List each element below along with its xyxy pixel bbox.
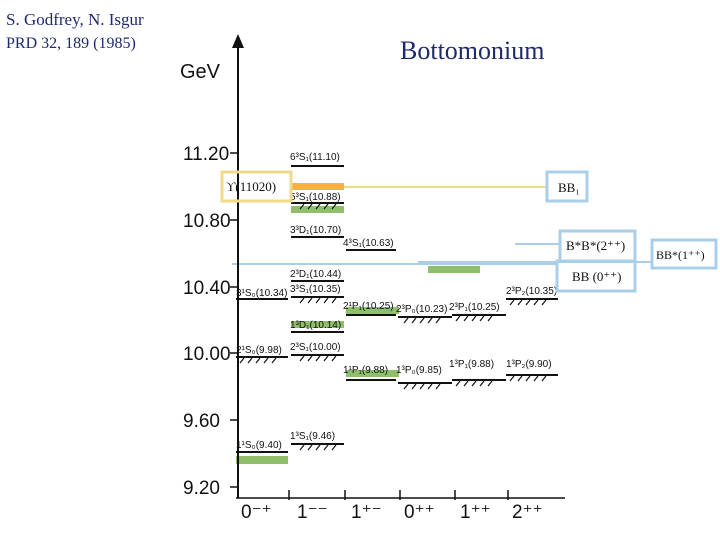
tick-label: 9.20 bbox=[183, 478, 220, 499]
tick-label: 9.60 bbox=[183, 411, 220, 432]
s1p-bar bbox=[236, 456, 288, 464]
state-label: 2¹S₀(9.98) bbox=[236, 345, 282, 356]
column-label-2pp: 2⁺⁺ bbox=[512, 502, 543, 523]
p1-1-bar bbox=[346, 370, 399, 377]
upsilon-box bbox=[220, 170, 293, 203]
state-label: 6³S₁(11.10) bbox=[290, 152, 340, 163]
upsilon-11020-bar bbox=[291, 183, 344, 190]
column-label-0pp: 0⁺⁺ bbox=[404, 502, 435, 523]
state-label: 2³P₀(10.23) bbox=[396, 304, 447, 315]
column-label-1pm: 1⁺⁻ bbox=[351, 502, 382, 523]
state-label: 5³S₁(10.88) bbox=[290, 192, 341, 203]
state-label: 2³P₁(10.25) bbox=[449, 302, 500, 313]
d1-bar bbox=[291, 321, 344, 328]
s5-bar bbox=[291, 206, 344, 213]
state-label: 1¹P₁(9.88) bbox=[343, 365, 388, 376]
bb1-box bbox=[545, 170, 589, 203]
state-label: 2³S₁(10.00) bbox=[290, 342, 341, 353]
state-label: 3¹S₀(10.34) bbox=[236, 288, 287, 299]
state-label: 1³P₂(9.90) bbox=[506, 359, 552, 370]
bbs-label: BB*(1⁺⁺) bbox=[656, 248, 705, 262]
p2-1-bar bbox=[346, 307, 399, 314]
bsbs-label: B*B*(2⁺⁺) bbox=[566, 238, 625, 253]
bbs-box bbox=[650, 238, 718, 270]
state-label: 4³S₁(10.63) bbox=[343, 238, 394, 249]
column-label-1pp: 1⁺⁺ bbox=[460, 502, 491, 523]
credit-authors: S. Godfrey, N. Isgur bbox=[6, 10, 144, 29]
column-label-1mm: 1⁻⁻ bbox=[297, 502, 328, 523]
state-label: 2³D₁(10.44) bbox=[290, 269, 341, 280]
state-label: 1³P₁(9.88) bbox=[449, 359, 494, 370]
state-label: 2³P₂(10.35) bbox=[506, 286, 557, 297]
state-label: 1¹S₀(9.40) bbox=[236, 440, 282, 451]
state-label: 1³S₁(9.46) bbox=[290, 431, 335, 442]
state-label: 2¹P₁(10.25) bbox=[343, 301, 394, 312]
bb-box bbox=[555, 259, 637, 293]
state-label: 3³S₁(10.35) bbox=[290, 284, 341, 295]
state-label: 3³D₁(10.70) bbox=[290, 225, 341, 236]
state-label: 1³P₀(9.85) bbox=[396, 365, 442, 376]
state-label: 1³D₁(10.14) bbox=[290, 320, 341, 331]
upsilon-label: ϒ(11020) bbox=[226, 179, 276, 194]
y-axis-arrow bbox=[232, 34, 244, 48]
page-title: Bottomonium bbox=[400, 36, 545, 65]
tick-label: 10.00 bbox=[183, 344, 231, 365]
tick-label: 10.80 bbox=[183, 211, 231, 232]
bb1-label: BB₁ bbox=[558, 180, 580, 195]
credit-reference: PRD 32, 189 (1985) bbox=[6, 35, 136, 52]
column-label-0mp: 0⁻⁺ bbox=[241, 502, 272, 523]
bb-label: BB (0⁺⁺) bbox=[572, 269, 621, 284]
tick-label: 11.20 bbox=[183, 144, 229, 165]
axis-unit: GeV bbox=[180, 61, 221, 83]
tick-label: 10.40 bbox=[183, 278, 231, 299]
bb1-bar bbox=[428, 266, 480, 273]
